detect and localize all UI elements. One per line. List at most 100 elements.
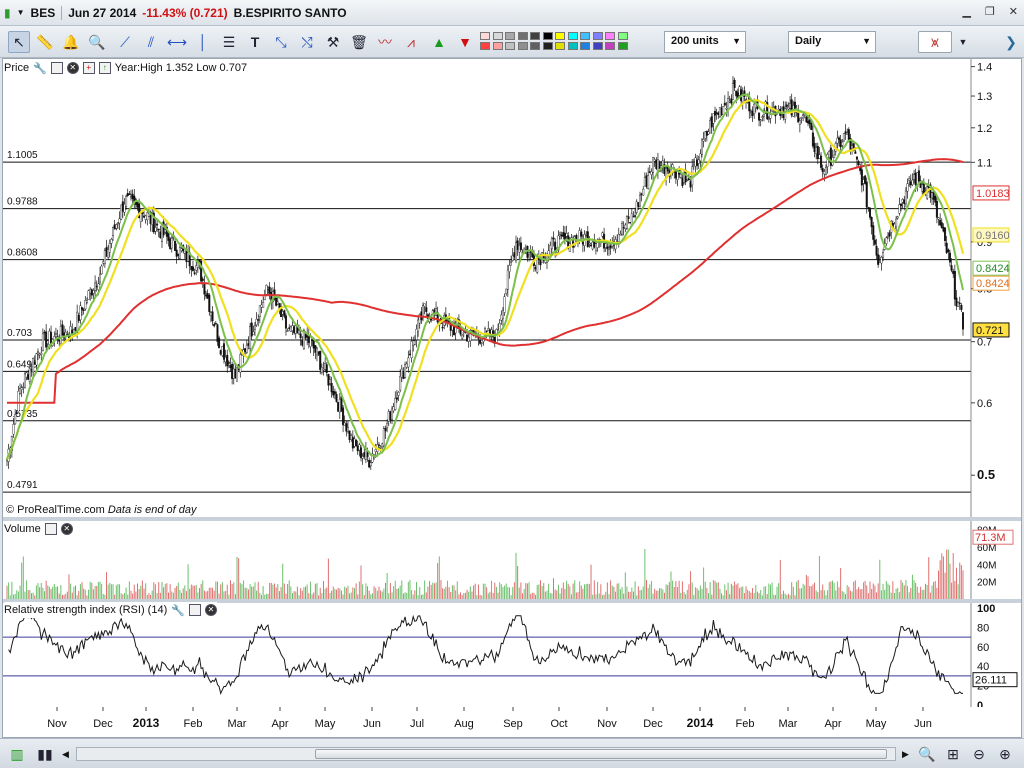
close-icon[interactable]: ✕ [66, 62, 79, 74]
color-swatch[interactable] [492, 42, 503, 50]
horizontal-line-icon[interactable]: ⟷ [166, 33, 188, 50]
arrows-tool-icon[interactable]: ⤡ [275, 33, 287, 50]
add-icon[interactable]: + [82, 62, 95, 74]
scroll-right-icon[interactable]: ▶ [902, 749, 909, 759]
alert-bell-icon[interactable]: 🔔 [62, 33, 80, 50]
color-swatch[interactable] [530, 42, 540, 50]
pointer-icon[interactable]: ↖ [8, 31, 30, 53]
candle-body [777, 108, 780, 111]
candle-body [320, 367, 323, 373]
ma-yellow-tag: 0.9160 [976, 230, 1010, 242]
color-swatch[interactable] [580, 42, 590, 50]
color-swatch[interactable] [617, 32, 628, 40]
dropdown-arrow-icon[interactable]: ▼ [16, 8, 25, 17]
maximize-icon[interactable] [50, 62, 63, 74]
up-icon[interactable]: ↑ [98, 62, 111, 74]
sell-arrow-icon[interactable]: ▼ [458, 34, 472, 50]
color-swatch[interactable] [580, 32, 590, 40]
candle-body [402, 371, 405, 379]
indicators-icon[interactable]: ⩙ [918, 31, 952, 53]
candle-body [625, 216, 628, 229]
candle-body [144, 215, 147, 220]
color-swatch[interactable] [542, 42, 553, 50]
wrench-icon[interactable]: 🔧 [33, 62, 47, 75]
color-swatch[interactable] [517, 42, 528, 50]
color-swatch[interactable] [617, 42, 628, 50]
color-swatch[interactable] [555, 32, 565, 40]
period-value: Daily [795, 35, 822, 47]
minimize-icon[interactable]: ▁ [962, 6, 971, 18]
ruler-icon[interactable]: 📏 [36, 33, 54, 50]
last-price-tag-box [972, 322, 1010, 338]
color-swatch[interactable] [567, 32, 578, 40]
buy-arrow-icon[interactable]: ▲ [432, 34, 446, 50]
candle-body [337, 402, 340, 412]
maximize-icon[interactable] [44, 523, 57, 535]
sidebar-toggle-icon[interactable]: ❯ [1005, 33, 1017, 50]
color-swatch[interactable] [505, 42, 515, 50]
vertical-line-icon[interactable]: │ [198, 34, 208, 50]
color-swatch[interactable] [592, 42, 603, 50]
color-swatch[interactable] [542, 32, 553, 40]
channel-icon[interactable]: ⫽ [147, 33, 155, 50]
close-icon[interactable]: ✕ [1008, 6, 1018, 18]
scroll-thumb[interactable] [315, 749, 887, 759]
color-swatch[interactable] [480, 42, 490, 50]
color-swatch[interactable] [517, 32, 528, 40]
wrench-icon[interactable]: 🔧 [171, 604, 185, 617]
candle-body [563, 232, 566, 240]
ticker[interactable]: BES [30, 5, 56, 20]
candle-body [87, 290, 90, 300]
candle-body [789, 103, 792, 109]
zoom-search-icon[interactable]: 🔍 [88, 33, 106, 50]
trash-icon[interactable]: 🗑 [350, 33, 368, 50]
zoom-area-icon[interactable]: ⊞ [947, 745, 959, 762]
color-swatch[interactable] [605, 32, 615, 40]
close-icon[interactable]: ✕ [60, 523, 73, 535]
color-swatch[interactable] [555, 42, 565, 50]
color-swatch[interactable] [605, 42, 615, 50]
horizontal-scrollbar[interactable] [76, 747, 896, 761]
scroll-left-icon[interactable]: ◀ [62, 749, 69, 759]
wave-pattern-icon[interactable]: 〰 [378, 34, 392, 50]
color-swatch[interactable] [530, 32, 540, 40]
zoom-fit-icon[interactable]: 🔍 [918, 745, 936, 762]
zoom-in-icon[interactable]: ⊕ [999, 745, 1011, 762]
candle-body [676, 171, 679, 180]
candle-body [638, 195, 641, 207]
tools-icon[interactable]: ⚒ [326, 33, 340, 50]
trendline-icon[interactable]: ⟋ [120, 33, 130, 50]
rsi-label: Relative strength index (RSI) (14) [4, 604, 168, 616]
candle-body [648, 171, 651, 173]
candles-icon[interactable]: ▮▮ [37, 745, 53, 762]
close-icon[interactable]: ✕ [204, 604, 217, 616]
candle-body [929, 184, 932, 198]
candle-body [229, 365, 232, 368]
color-swatch[interactable] [592, 32, 603, 40]
restore-icon[interactable]: ❐ [984, 6, 995, 18]
text-tool-icon[interactable]: T [250, 34, 260, 50]
maximize-icon[interactable] [188, 604, 201, 616]
chart-canvas[interactable]: 1.10050.97880.86080.7030.64950.57350.479… [3, 59, 1021, 737]
candle-body [855, 156, 858, 160]
watermark-text: © ProRealTime.com [6, 504, 105, 516]
chart-area[interactable]: 1.1005 0.9788 0.8608 0.703 0.6495 0.5735 0.479… [2, 58, 1022, 738]
candle-body [283, 310, 286, 317]
fan-tool-icon[interactable]: ⤭ [301, 33, 313, 50]
fibonacci-icon[interactable]: ☰ [222, 33, 236, 50]
color-swatch[interactable] [567, 42, 578, 50]
zoom-out-icon[interactable]: ⊖ [973, 745, 985, 762]
zigzag-icon[interactable]: ⩘ [407, 33, 415, 50]
color-swatch[interactable] [480, 32, 490, 40]
period-select[interactable]: Daily ▼ [788, 31, 876, 53]
color-swatch[interactable] [505, 32, 515, 40]
chevron-down-icon[interactable]: ▼ [958, 37, 968, 47]
support-line-label: 0.9788 [7, 197, 38, 208]
color-swatch[interactable] [492, 32, 503, 40]
units-select[interactable]: 200 units ▼ [664, 31, 746, 53]
candle-body [15, 412, 18, 414]
chart-type-icon[interactable]: ▥ [10, 745, 24, 762]
candle-body [591, 241, 594, 250]
candle-body [157, 228, 160, 231]
price-tick-label: 1.4 [977, 62, 992, 74]
